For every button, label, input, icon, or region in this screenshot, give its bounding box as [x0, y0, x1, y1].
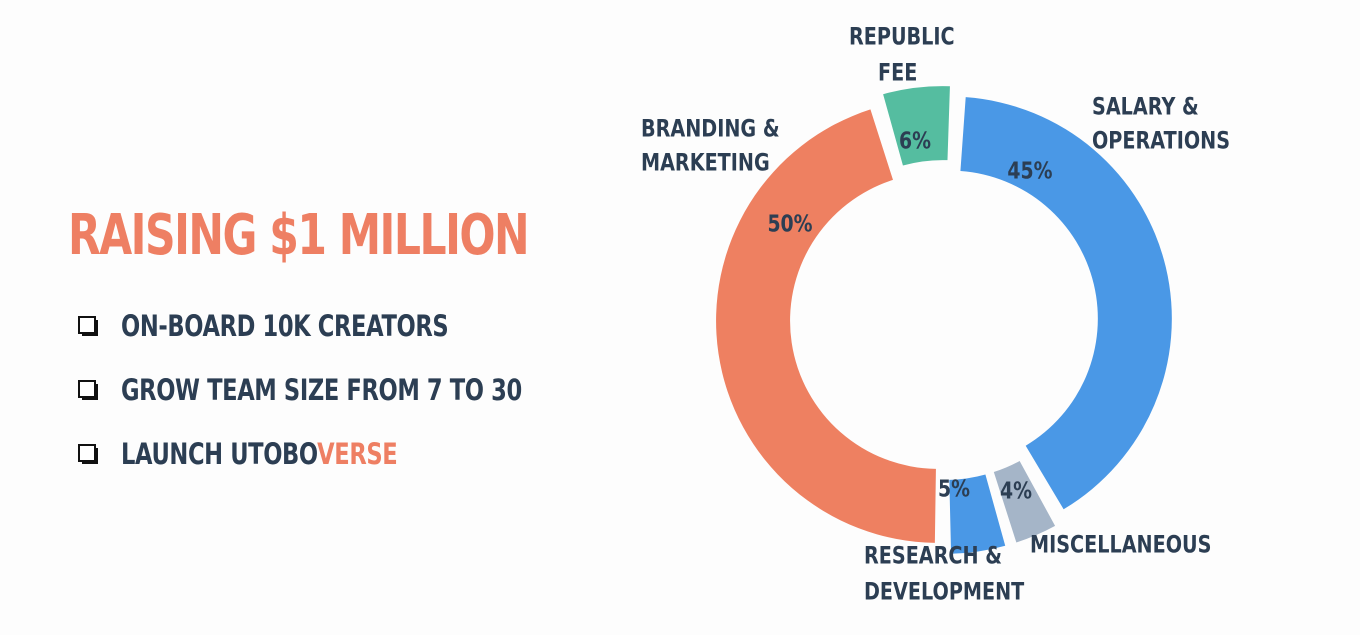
goal-text-accent: VERSE — [317, 437, 398, 471]
goal-text: ON-BOARD 10K CREATORS — [121, 309, 449, 343]
goal-text-main: LAUNCH UTOBO — [121, 437, 318, 471]
slice-value-label: 5% — [938, 475, 970, 502]
slice-category-label: REPUBLIC — [849, 24, 955, 52]
goal-item: ON-BOARD 10K CREATORS — [78, 294, 635, 358]
goal-text: GROW TEAM SIZE FROM 7 TO 30 — [121, 373, 522, 407]
slice-value-label: 50% — [767, 210, 812, 237]
slice-category-label: FEE — [878, 60, 917, 88]
goal-item: GROW TEAM SIZE FROM 7 TO 30 — [78, 358, 635, 422]
slice-category-label: SALARY & — [1092, 94, 1199, 122]
slice-category-label: OPERATIONS — [1092, 128, 1230, 156]
goal-list: ON-BOARD 10K CREATORS GROW TEAM SIZE FRO… — [78, 294, 635, 486]
slice-category-label: MISCELLANEOUS — [1030, 532, 1211, 560]
slice-value-label: 45% — [1007, 157, 1052, 184]
donut-slice-republic-fee — [883, 86, 950, 166]
headline: RAISING $1 MILLION — [68, 203, 530, 268]
slice-value-label: 6% — [899, 127, 931, 154]
donut-slice-salary-operations — [960, 97, 1172, 510]
donut-slice-miscellaneous — [993, 460, 1056, 543]
donut-slice-branding-marketing — [716, 109, 936, 543]
checkbox-icon — [78, 379, 98, 400]
slice-category-label: RESEARCH & — [864, 543, 1002, 571]
checkbox-icon — [78, 443, 98, 464]
donut-slice-research-development — [949, 474, 1006, 554]
checkbox-icon — [78, 315, 98, 336]
slice-category-label: DEVELOPMENT — [864, 579, 1024, 607]
slice-value-label: 4% — [1000, 477, 1032, 504]
goal-text: LAUNCH UTOBOVERSE — [121, 437, 398, 471]
slice-category-label: MARKETING — [641, 150, 770, 178]
goal-item: LAUNCH UTOBOVERSE — [78, 422, 635, 486]
slice-category-label: BRANDING & — [641, 116, 780, 144]
